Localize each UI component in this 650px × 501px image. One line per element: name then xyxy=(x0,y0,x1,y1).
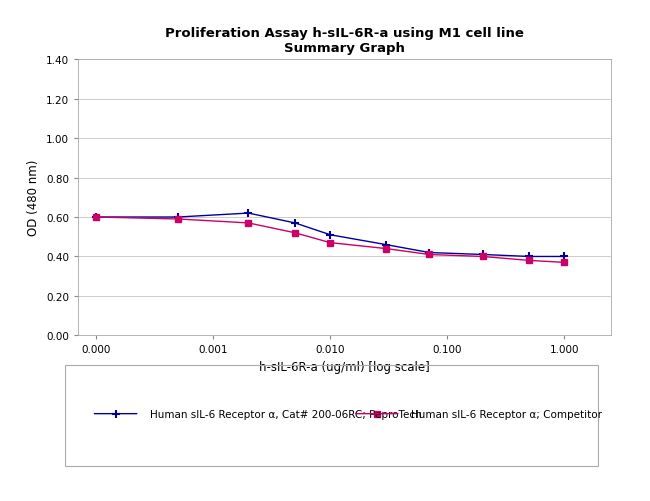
Text: Human sIL-6 Receptor α, Cat# 200-06RC; PeproTech: Human sIL-6 Receptor α, Cat# 200-06RC; P… xyxy=(150,409,422,419)
Line: Human sIL-6 Receptor α; Competitor: Human sIL-6 Receptor α; Competitor xyxy=(94,215,567,266)
Text: Human sIL-6 Receptor α; Competitor: Human sIL-6 Receptor α; Competitor xyxy=(411,409,603,419)
Human sIL-6 Receptor α, Cat# 200-06RC; PeproTech xyxy=(326,232,334,238)
Human sIL-6 Receptor α, Cat# 200-06RC; PeproTech xyxy=(525,254,533,260)
Human sIL-6 Receptor α; Competitor xyxy=(525,258,533,264)
X-axis label: h-sIL-6R-a (ug/ml) [log scale]: h-sIL-6R-a (ug/ml) [log scale] xyxy=(259,360,430,373)
Human sIL-6 Receptor α; Competitor xyxy=(291,230,299,236)
Human sIL-6 Receptor α; Competitor xyxy=(425,252,433,258)
Human sIL-6 Receptor α; Competitor xyxy=(478,254,486,260)
Human sIL-6 Receptor α, Cat# 200-06RC; PeproTech xyxy=(291,220,299,226)
Human sIL-6 Receptor α; Competitor xyxy=(382,246,390,252)
Human sIL-6 Receptor α, Cat# 200-06RC; PeproTech xyxy=(382,242,390,248)
Human sIL-6 Receptor α, Cat# 200-06RC; PeproTech xyxy=(92,214,100,220)
Human sIL-6 Receptor α, Cat# 200-06RC; PeproTech xyxy=(560,254,568,260)
Human sIL-6 Receptor α; Competitor xyxy=(92,214,100,220)
Human sIL-6 Receptor α; Competitor xyxy=(326,240,334,246)
Human sIL-6 Receptor α, Cat# 200-06RC; PeproTech xyxy=(425,250,433,256)
Human sIL-6 Receptor α; Competitor xyxy=(244,220,252,226)
Y-axis label: OD (480 nm): OD (480 nm) xyxy=(27,160,40,236)
Human sIL-6 Receptor α, Cat# 200-06RC; PeproTech xyxy=(174,214,182,220)
Human sIL-6 Receptor α, Cat# 200-06RC; PeproTech xyxy=(244,210,252,216)
Human sIL-6 Receptor α; Competitor xyxy=(174,216,182,222)
Human sIL-6 Receptor α, Cat# 200-06RC; PeproTech xyxy=(478,252,486,258)
Human sIL-6 Receptor α; Competitor xyxy=(560,260,568,266)
Line: Human sIL-6 Receptor α, Cat# 200-06RC; PeproTech: Human sIL-6 Receptor α, Cat# 200-06RC; P… xyxy=(92,209,569,261)
Title: Proliferation Assay h-sIL-6R-a using M1 cell line
Summary Graph: Proliferation Assay h-sIL-6R-a using M1 … xyxy=(165,27,524,55)
